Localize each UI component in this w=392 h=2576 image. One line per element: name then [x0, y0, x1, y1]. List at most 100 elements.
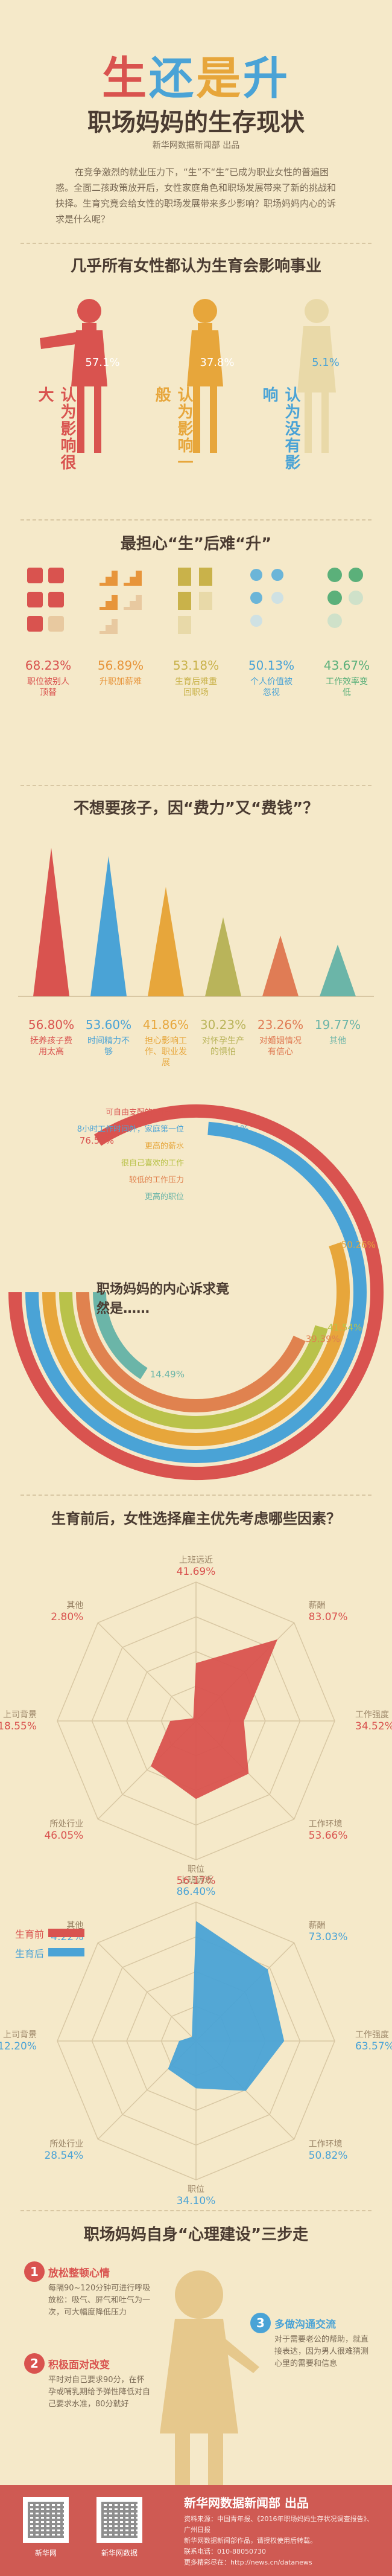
demand-arc-5	[76, 1292, 306, 1412]
qr-code-2[interactable]	[96, 2497, 142, 2543]
before-axis-pct-7: 18.55%	[0, 1720, 37, 1732]
section1-figures	[40, 299, 336, 453]
subtitle: 职场妈妈的生存现状	[87, 109, 305, 136]
after-axis-pct-7: 12.20%	[0, 2040, 37, 2052]
s3-pct-2: 53.60%	[85, 1017, 132, 1032]
before-axis-pct-8: 2.80%	[51, 1611, 83, 1623]
cone-4	[205, 917, 241, 996]
s3-label-5: 对婚姻情况有信心	[259, 1036, 302, 1057]
after-axis-name-7: 上司背景	[3, 2030, 37, 2040]
after-axis-name-3: 工作强度	[355, 2030, 389, 2040]
footer-line-3: 联系电话：010-88050730	[184, 2548, 266, 2555]
radar-legend: 生育前 生育后	[15, 1926, 87, 1962]
s2-label-3: 生育后难重回职场	[175, 677, 217, 697]
legend-before-label: 生育前	[15, 1929, 45, 1940]
footer-line-2: 新华网数据新闻部作品，请授权使用后转载。	[184, 2537, 317, 2545]
qr-code-1[interactable]	[23, 2497, 69, 2543]
s2-pct-4: 50.13%	[248, 658, 295, 673]
divider	[21, 1495, 371, 1496]
title-char-4: 升	[243, 53, 290, 104]
before-area	[151, 1639, 278, 1799]
after-axis-name-8: 其他	[66, 1921, 83, 1930]
cone-6	[320, 944, 356, 996]
cone-2	[90, 856, 127, 996]
s3-pct-3: 41.86%	[142, 1017, 189, 1032]
step2-head: 积极面对改变	[48, 2359, 110, 2371]
step1-body: 每隔90~120分钟可进行呼吸放松：吸气、屏气和吐气为一次，可大幅度降低压力	[48, 2284, 151, 2317]
section1-title: 几乎所有女性都认为生育会影响事业	[70, 257, 321, 275]
before-axis-pct-2: 83.07%	[309, 1611, 348, 1623]
after-axis-pct-3: 63.57%	[355, 2040, 392, 2052]
s2-pct-5: 43.67%	[323, 658, 370, 673]
legend-after-swatch	[48, 1948, 84, 1956]
demand-arc-1	[8, 1104, 384, 1480]
source-line: 新华网数据新闻部 出品	[152, 141, 240, 150]
cone-5	[262, 935, 299, 996]
divider	[21, 243, 371, 244]
before-axis-name-5: 职位	[188, 1865, 204, 1874]
footer-line-4[interactable]: 更多精彩尽在：http://news.cn/datanews	[184, 2558, 312, 2566]
section6-title: 职场妈妈自身“心理建设”三步走	[83, 2226, 309, 2244]
s1-pct-1: 57.1%	[85, 356, 120, 369]
s3-pct-1: 56.80%	[28, 1017, 75, 1032]
section2-icons	[27, 568, 363, 634]
s2-label-4: 个人价值被忽视	[250, 677, 292, 697]
after-axis-name-4: 工作环境	[309, 2139, 343, 2149]
before-axis-name-3: 工作强度	[355, 1710, 389, 1720]
section5-radar-charts: 上班远近41.69%薪酬83.07%工作强度34.52%工作环境53.66%职位…	[0, 1556, 392, 2207]
after-axis-pct-4: 50.82%	[309, 2150, 348, 2162]
before-axis-name-2: 薪酬	[309, 1601, 326, 1610]
arc-pct-5: 39.39%	[306, 1334, 340, 1345]
after-axis-name-5: 职位	[188, 2185, 204, 2194]
demand-arc-4	[59, 1292, 328, 1429]
step3-body: 对于需要老公的帮助，就直接表达，因为男人很难猜测心里的需要和信息	[274, 2335, 369, 2368]
cone-1	[33, 847, 69, 996]
legend-before-swatch	[48, 1929, 84, 1937]
woman-figure-2	[187, 299, 223, 453]
qr1-label: 新华网	[34, 2549, 57, 2557]
step3-head: 多做沟通交流	[274, 2319, 336, 2331]
s3-label-1: 抚养孩子费用太高	[30, 1036, 72, 1057]
step1-badge: 1	[24, 2261, 45, 2282]
s1-pct-2: 37.8%	[200, 356, 235, 369]
step1-head: 放松整顿心情	[48, 2267, 110, 2280]
s2-pct-1: 68.23%	[25, 658, 72, 673]
step2-body: 平时对自己要求90分，在怀孕或哺乳期给予弹性降低对自己要求水准，80分就好	[48, 2376, 151, 2409]
demand-arc-6	[93, 1292, 148, 1380]
s2-pct-3: 53.18%	[172, 658, 220, 673]
step3-badge: 3	[250, 2313, 271, 2333]
after-axis-name-6: 所处行业	[49, 2139, 83, 2149]
intro-paragraph: 在竞争激烈的就业压力下，“生”不“生”已成为职业女性的普遍困惑。全面二孩政策放开…	[55, 167, 337, 225]
arc-label-2: 8小时工作时间外，家庭第一位	[77, 1124, 184, 1134]
arc-pct-2: 67.11%	[214, 1124, 248, 1135]
s2-label-1: 职位被别人顶替	[27, 677, 69, 697]
s1-label-1: 认为影响很大	[36, 386, 76, 471]
arc-label-1: 可自由支配的工作时间	[106, 1107, 184, 1117]
footer-brand: 新华网数据新闻部 出品	[184, 2496, 309, 2510]
before-axis-name-6: 所处行业	[49, 1819, 83, 1829]
s3-label-2: 时间精力不够	[87, 1036, 130, 1057]
divider	[21, 2210, 371, 2211]
s3-label-3: 担心影响工作、职业发展	[145, 1036, 187, 1068]
before-axis-pct-5: 56.17%	[177, 1875, 216, 1887]
after-axis-name-2: 薪酬	[309, 1921, 326, 1930]
after-axis-name-1: 上班远近	[179, 1876, 213, 1885]
arc-pct-3: 50.26%	[341, 1239, 376, 1250]
after-axis-pct-1: 86.40%	[177, 1886, 216, 1898]
s4-center-title: 职场妈妈的内心诉求竟然是……	[96, 1282, 230, 1316]
after-axis-pct-2: 73.03%	[309, 1931, 348, 1943]
before-spoke-8	[97, 1622, 197, 1722]
after-area	[168, 1921, 285, 2091]
legend-after-label: 生育后	[15, 1948, 45, 1959]
title-char-2: 还	[149, 53, 196, 104]
before-axis-pct-4: 53.66%	[309, 1830, 348, 1842]
s2-pct-2: 56.89%	[97, 658, 144, 673]
s2-label-2: 升职加薪难	[100, 677, 142, 687]
demand-arc-2	[25, 1121, 367, 1463]
demand-arc-3	[42, 1242, 350, 1446]
before-axis-name-8: 其他	[66, 1601, 83, 1610]
footer: 新华网 新华网数据 新华网数据新闻部 出品 资料来源：中国青年报、《2016年职…	[0, 2485, 392, 2576]
title-char-3: 是	[196, 53, 243, 104]
main-title: 生还是升	[0, 42, 392, 107]
divider	[21, 785, 371, 786]
